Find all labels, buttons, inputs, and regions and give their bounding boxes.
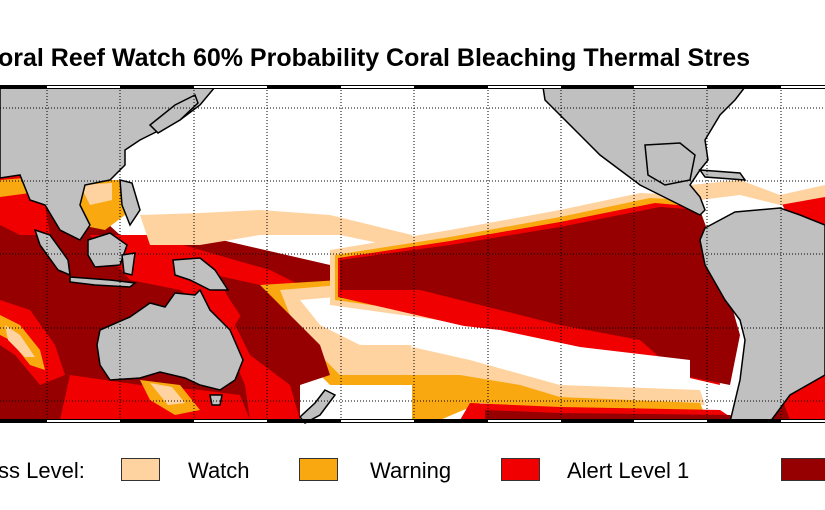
watch-indian-streak (5, 325, 35, 357)
land-java (69, 276, 137, 288)
land-sulawesi (121, 252, 136, 276)
land-japan (148, 93, 199, 134)
land-new-guinea (172, 257, 230, 291)
legend-swatch-alert-level-2 (781, 458, 825, 481)
alert1-maritime (90, 235, 330, 420)
map-frame (0, 85, 825, 423)
watch-caribbean (690, 180, 825, 205)
watch-north-equatorial (140, 210, 412, 250)
land-sumatra (33, 228, 71, 277)
alert2-equatorial-band (340, 207, 740, 385)
legend-label-watch: Watch (188, 458, 250, 483)
legend-swatch-alert-level-1 (501, 458, 540, 481)
map-title: oral Reef Watch 60% Probability Coral Bl… (0, 44, 751, 72)
land-australia (96, 288, 244, 391)
land-tasmania (209, 394, 223, 406)
land-philippines (119, 179, 141, 227)
watch-south-china-sea (80, 183, 112, 205)
alert2-south-pacific-east (485, 410, 740, 420)
legend-label-alert-level-1: Alert Level 1 (567, 458, 690, 483)
legend-swatch-warning (299, 458, 338, 481)
alert2-coral-sea (215, 275, 330, 385)
watch-south-aus (150, 383, 185, 405)
graticule (0, 87, 825, 421)
legend-title: ss Level: (0, 458, 85, 483)
land-cuba (698, 169, 747, 181)
land-north-america (542, 86, 747, 216)
legend-label-warning: Warning (370, 458, 452, 483)
legend-swatch-watch (121, 458, 160, 481)
thermal-stress-map (0, 85, 825, 425)
